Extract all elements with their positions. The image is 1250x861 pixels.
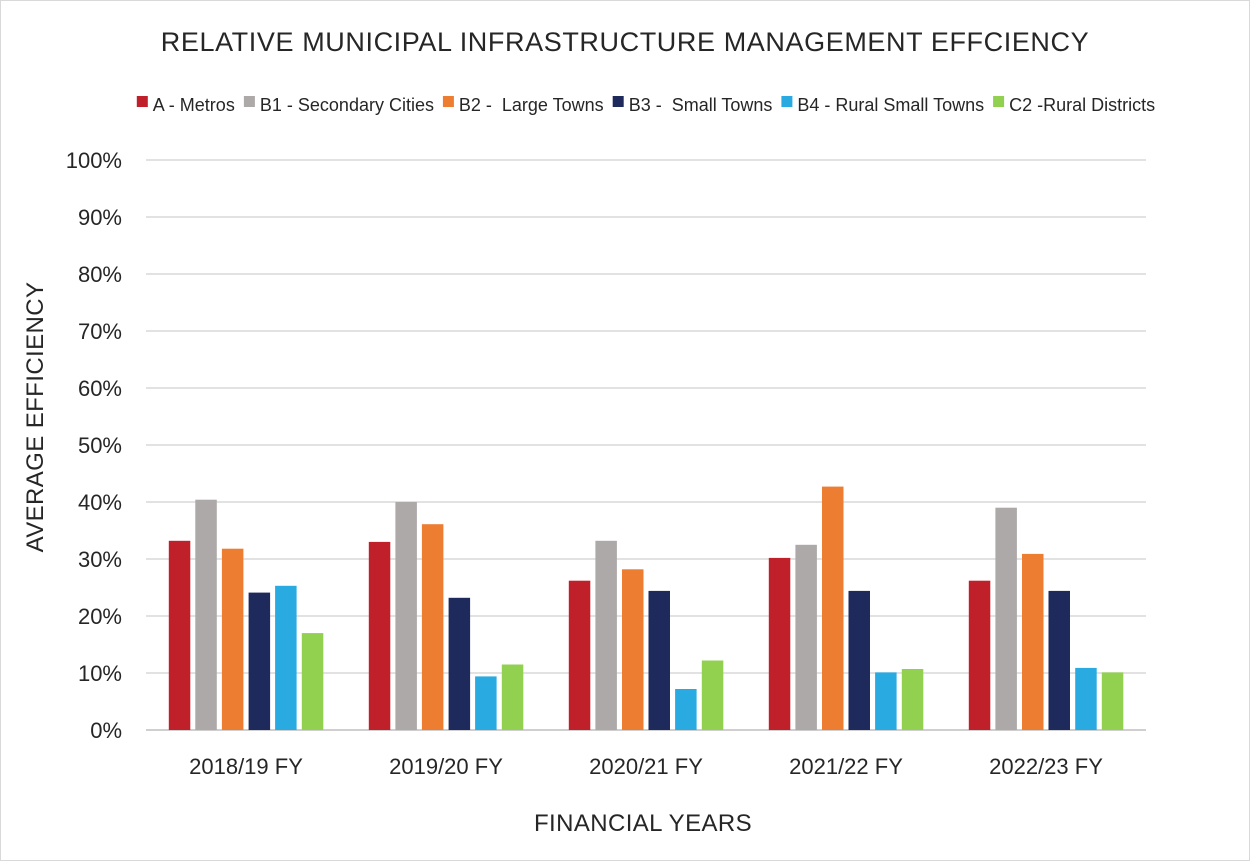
legend-swatch xyxy=(442,96,454,107)
bar-series-5-cat-3 xyxy=(901,669,924,730)
bar-series-2-cat-2 xyxy=(622,569,644,730)
x-tick-label: 2022/23 FY xyxy=(989,754,1103,779)
legend-item: B1 - Secondary Cities xyxy=(243,95,434,115)
bar-series-2-cat-1 xyxy=(421,524,444,730)
legend-swatch xyxy=(781,96,793,107)
bar-series-3-cat-1 xyxy=(448,597,471,730)
legend-label: B1 - Secondary Cities xyxy=(260,95,434,115)
y-tick-label: 100% xyxy=(66,148,122,173)
x-axis-title: FINANCIAL YEARS xyxy=(534,810,752,837)
bar-series-5-cat-2 xyxy=(701,660,724,730)
bar-series-4-cat-4 xyxy=(1075,667,1097,730)
bar-series-4-cat-0 xyxy=(275,585,297,730)
bar-series-5-cat-0 xyxy=(301,633,324,730)
legend-swatch xyxy=(612,96,624,107)
y-tick-label: 60% xyxy=(78,376,122,401)
legend-swatch xyxy=(243,96,255,107)
chart-title: RELATIVE MUNICIPAL INFRASTRUCTURE MANAGE… xyxy=(161,27,1090,57)
bar-series-1-cat-4 xyxy=(995,507,1017,730)
y-tick-label: 50% xyxy=(78,433,122,458)
y-tick-label: 40% xyxy=(78,490,122,515)
bar-series-1-cat-1 xyxy=(395,502,417,730)
bar-series-4-cat-3 xyxy=(875,672,897,730)
bar-series-3-cat-0 xyxy=(248,592,271,730)
bar-series-2-cat-0 xyxy=(221,548,244,730)
y-tick-label: 80% xyxy=(78,262,122,287)
legend-label: A - Metros xyxy=(153,95,235,115)
legend-label: B4 - Rural Small Towns xyxy=(797,95,984,115)
bar-series-1-cat-0 xyxy=(195,499,217,730)
bar-series-1-cat-3 xyxy=(795,544,817,731)
y-tick-label: 20% xyxy=(78,604,122,629)
bar-series-5-cat-4 xyxy=(1101,672,1124,730)
bar-series-3-cat-3 xyxy=(848,590,870,730)
bar-series-0-cat-4 xyxy=(968,580,991,730)
x-tick-label: 2021/22 FY xyxy=(789,754,903,779)
bar-series-0-cat-1 xyxy=(368,541,391,730)
x-tick-label: 2020/21 FY xyxy=(589,754,703,779)
bar-series-5-cat-1 xyxy=(501,664,524,730)
legend-item: A - Metros xyxy=(136,95,235,115)
y-tick-label: 90% xyxy=(78,205,122,230)
y-axis-title: AVERAGE EFFICIENCY xyxy=(22,282,49,553)
bar-series-2-cat-4 xyxy=(1022,553,1044,730)
legend-label: C2 -Rural Districts xyxy=(1009,95,1155,115)
x-tick-label: 2019/20 FY xyxy=(389,754,503,779)
bar-series-3-cat-4 xyxy=(1048,590,1070,730)
legend-item: B4 - Rural Small Towns xyxy=(781,95,984,115)
legend-label: B2 - Large Towns xyxy=(459,95,604,115)
bar-series-0-cat-3 xyxy=(768,557,791,730)
bar-series-0-cat-0 xyxy=(168,540,191,730)
y-tick-label: 30% xyxy=(78,547,122,572)
bar-series-4-cat-1 xyxy=(475,676,497,730)
bar-series-3-cat-2 xyxy=(648,590,670,730)
bar-series-4-cat-2 xyxy=(675,689,697,730)
legend-swatch xyxy=(993,96,1005,107)
x-tick-label: 2018/19 FY xyxy=(189,754,303,779)
x-axis-ticks: 2018/19 FY 2019/20 FY 2020/21 FY 2021/22 FY… xyxy=(189,754,1103,779)
bar-series-0-cat-2 xyxy=(568,580,591,730)
legend-item: B2 - Large Towns xyxy=(442,95,604,115)
legend-label: B3 - Small Towns xyxy=(629,95,773,115)
legend-item: C2 -Rural Districts xyxy=(993,95,1155,115)
legend-swatch xyxy=(136,96,148,107)
bars xyxy=(168,486,1124,731)
legend-item: B3 - Small Towns xyxy=(612,95,773,115)
legend: A - Metros B1 - Secondary Cities B2 - Larg… xyxy=(136,95,1155,115)
bar-series-1-cat-2 xyxy=(595,540,617,730)
y-tick-label: 10% xyxy=(78,661,122,686)
bar-series-2-cat-3 xyxy=(822,486,844,730)
y-tick-label: 0% xyxy=(90,718,122,743)
y-tick-label: 70% xyxy=(78,319,122,344)
y-axis-ticks: 0% 10% 20% 30% 40% 50% 60% 70% 80% 90% 100% xyxy=(66,148,122,743)
